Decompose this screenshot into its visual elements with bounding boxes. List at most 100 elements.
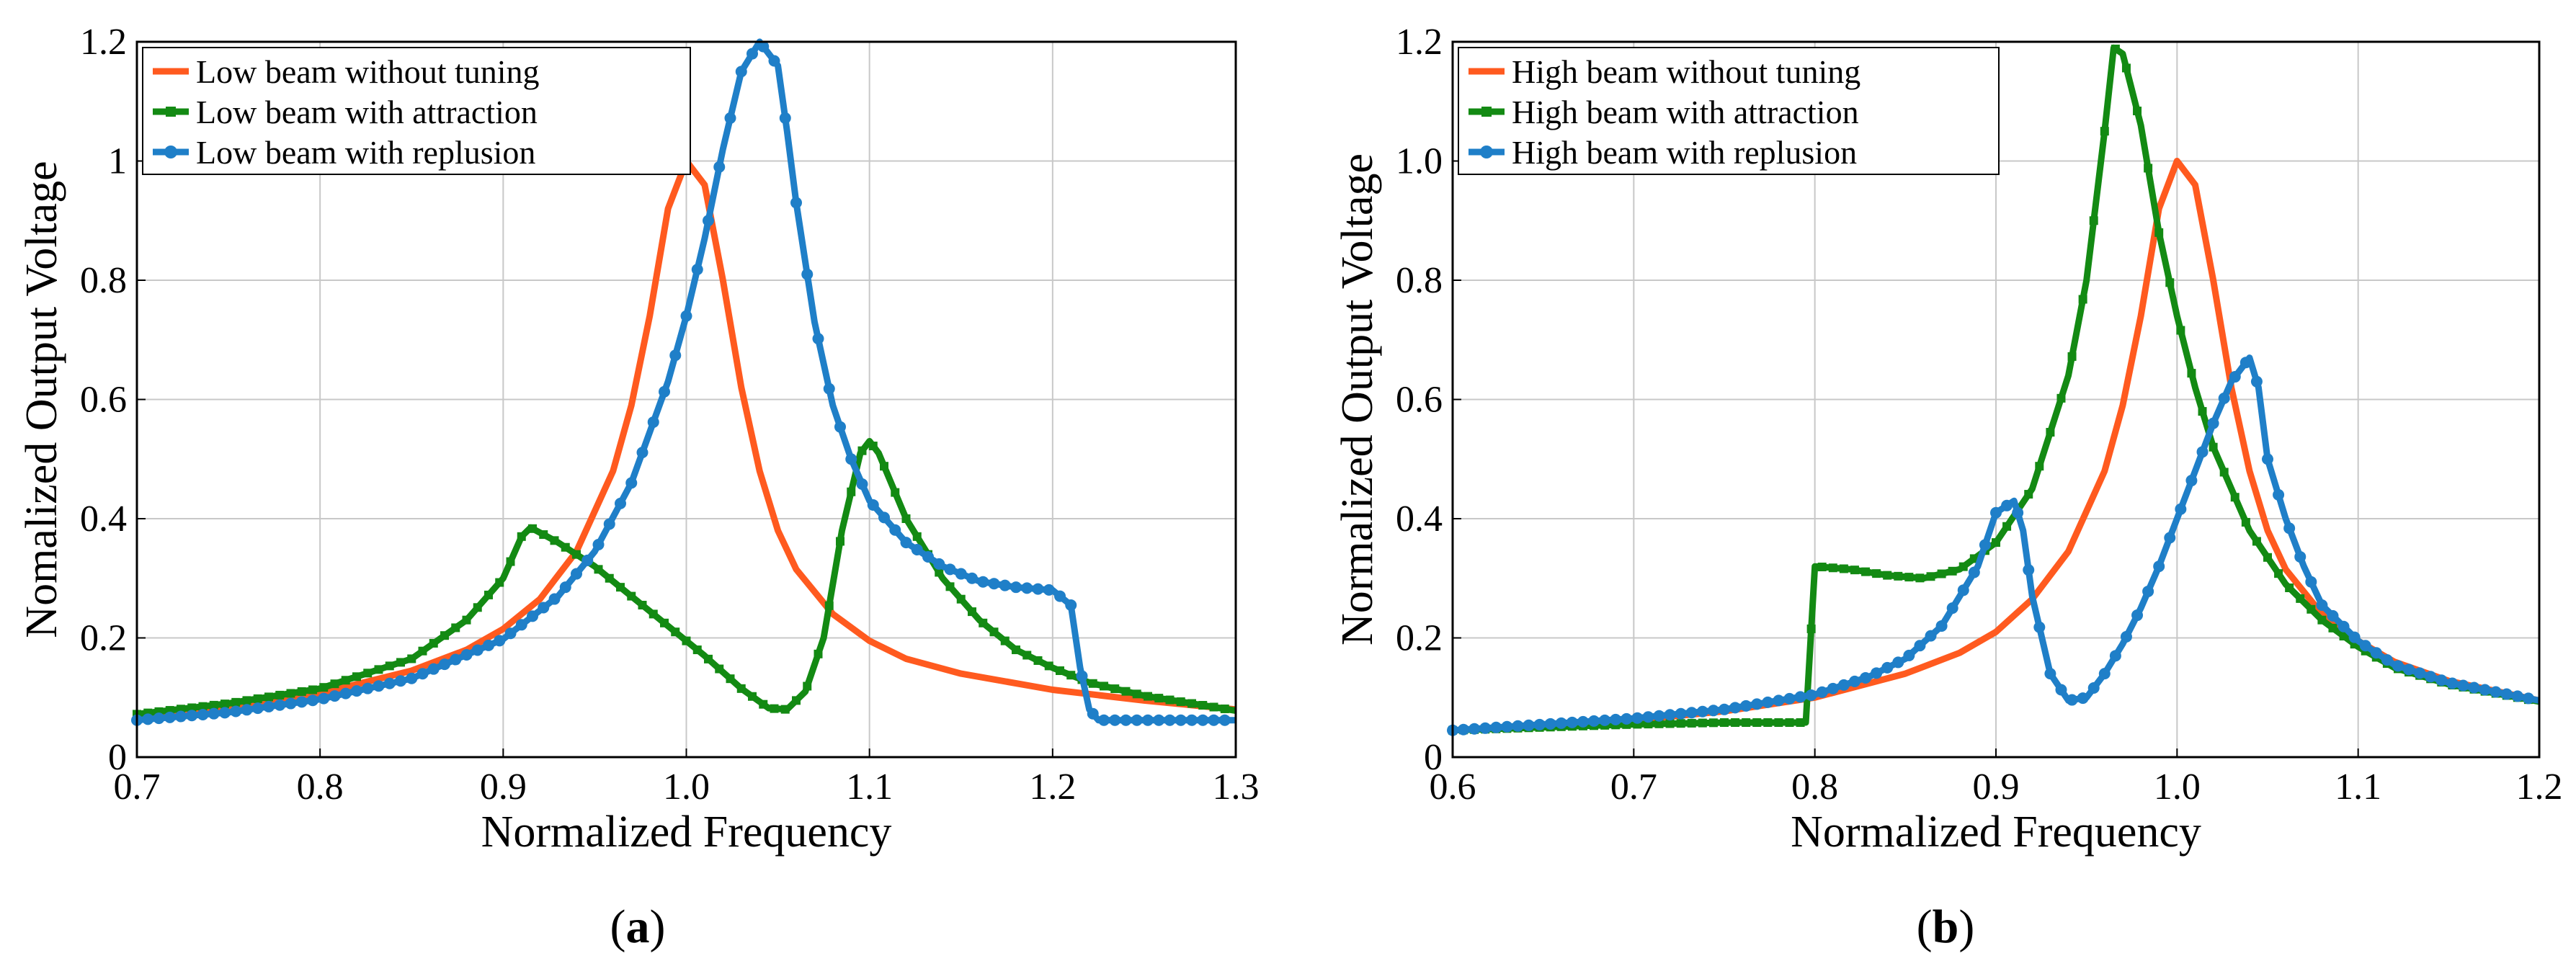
data-point [1914, 640, 1926, 652]
y-tick-label: 0.8 [1396, 260, 1443, 301]
data-point [308, 685, 317, 694]
data-point [460, 649, 473, 661]
data-point [1187, 699, 1196, 708]
data-point [1653, 710, 1665, 722]
data-point [1979, 539, 1991, 551]
data-point [2296, 594, 2305, 603]
data-point [792, 696, 801, 705]
legend-label: Low beam with replusion [196, 134, 535, 171]
data-point [836, 537, 844, 546]
data-point [1892, 656, 1904, 669]
data-point [1925, 630, 1937, 642]
x-tick-label: 0.8 [297, 766, 344, 808]
data-point [594, 565, 603, 574]
data-point [2176, 326, 2185, 335]
data-point [1144, 692, 1152, 701]
data-point [539, 530, 548, 540]
data-point [2425, 671, 2437, 683]
series-blue [131, 38, 1236, 726]
legend-label: High beam without tuning [1512, 53, 1860, 90]
data-point [1000, 636, 1010, 645]
data-point [2327, 609, 2339, 622]
data-point [2403, 663, 2415, 676]
data-point [988, 578, 1000, 590]
data-point [1501, 720, 1513, 733]
x-tick-label: 0.8 [1791, 766, 1838, 808]
data-point [1861, 567, 1871, 576]
data-point [1850, 566, 1859, 575]
data-point [1848, 675, 1860, 687]
data-point [220, 699, 229, 709]
data-point [2089, 216, 2098, 225]
data-point [1992, 538, 2000, 547]
data-point [1043, 584, 1055, 596]
data-point [395, 675, 406, 687]
x-tick-label: 0.6 [1430, 766, 1476, 808]
data-point [1631, 712, 1644, 724]
data-point [1948, 566, 1957, 576]
data-point [242, 696, 251, 705]
data-point [153, 712, 165, 725]
data-point [1990, 506, 2002, 519]
data-point [2435, 674, 2448, 687]
data-point [2392, 660, 2404, 672]
data-point [966, 572, 978, 584]
data-point [1665, 719, 1675, 728]
legend-marker [1481, 107, 1492, 117]
data-point [2218, 392, 2230, 404]
y-tick-label: 1 [108, 141, 127, 182]
data-point [616, 583, 625, 592]
data-point [1165, 695, 1175, 705]
data-point [1110, 684, 1120, 694]
panel-caption: (b) [1917, 900, 1975, 953]
data-point [1220, 704, 1229, 713]
data-point [2316, 599, 2328, 611]
data-point [1469, 723, 1481, 735]
data-point [660, 618, 669, 627]
data-point [1588, 715, 1600, 727]
data-point [164, 711, 176, 723]
data-point [504, 627, 517, 640]
data-point [703, 215, 714, 227]
data-point [197, 708, 209, 720]
data-point [274, 699, 286, 711]
data-point [506, 557, 515, 566]
data-point [979, 618, 988, 627]
series-orange [1452, 158, 2540, 734]
data-point [484, 590, 493, 599]
y-tick-label: 0 [1424, 737, 1443, 778]
data-point [1805, 689, 1817, 701]
series-orange [136, 158, 1236, 722]
data-point [363, 669, 373, 678]
data-point [2066, 694, 2078, 706]
data-point [1642, 711, 1654, 723]
data-point [440, 631, 449, 640]
data-point [856, 478, 868, 491]
x-tick-label: 0.7 [114, 766, 161, 808]
data-point [1153, 714, 1165, 726]
data-point [647, 416, 659, 428]
data-point [605, 573, 614, 583]
data-point [175, 710, 187, 723]
data-point [295, 696, 308, 708]
data-point [2294, 550, 2307, 563]
data-point [922, 550, 934, 563]
data-point [823, 383, 835, 395]
data-point [2328, 623, 2337, 633]
data-point [1120, 714, 1132, 726]
data-point [880, 462, 888, 471]
legend: Low beam without tuning Low beam with att… [142, 47, 691, 175]
data-point [2359, 640, 2371, 652]
data-point [1946, 602, 1958, 614]
data-point [1968, 566, 1980, 578]
data-point [517, 532, 526, 541]
y-tick-label: 0.6 [1396, 380, 1443, 421]
data-point [2154, 228, 2164, 237]
data-point [2500, 688, 2513, 700]
data-point [726, 674, 735, 684]
data-point [2317, 615, 2327, 625]
data-point [450, 653, 462, 666]
data-point [625, 477, 638, 489]
data-point [945, 582, 955, 591]
